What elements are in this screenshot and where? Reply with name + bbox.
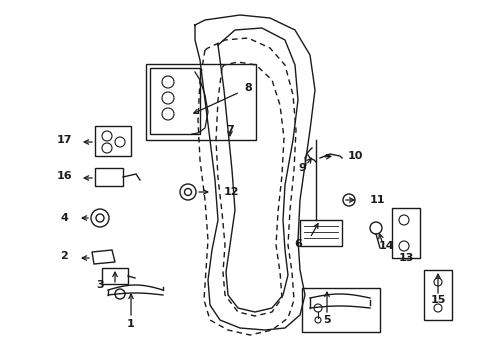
Bar bbox=[302, 288, 379, 332]
Bar bbox=[391, 208, 419, 258]
Text: 7: 7 bbox=[225, 125, 233, 135]
Text: 9: 9 bbox=[298, 163, 305, 173]
Text: 6: 6 bbox=[293, 239, 301, 249]
Text: 1: 1 bbox=[127, 319, 135, 329]
Bar bbox=[95, 126, 131, 156]
Bar bbox=[150, 68, 200, 134]
Bar bbox=[102, 268, 128, 284]
Text: 5: 5 bbox=[323, 315, 330, 325]
Text: 17: 17 bbox=[56, 135, 72, 145]
Text: 15: 15 bbox=[429, 295, 445, 305]
Text: 16: 16 bbox=[56, 171, 72, 181]
Text: 13: 13 bbox=[398, 253, 413, 263]
Bar bbox=[95, 168, 123, 186]
Text: 3: 3 bbox=[96, 280, 103, 290]
Text: 14: 14 bbox=[377, 241, 393, 251]
Text: 10: 10 bbox=[347, 151, 363, 161]
Bar bbox=[423, 270, 451, 320]
Text: 2: 2 bbox=[60, 251, 68, 261]
Text: 12: 12 bbox=[224, 187, 239, 197]
Text: 4: 4 bbox=[60, 213, 68, 223]
Bar bbox=[146, 64, 256, 140]
Text: 8: 8 bbox=[244, 83, 251, 93]
Text: 11: 11 bbox=[369, 195, 385, 205]
Bar bbox=[299, 220, 341, 246]
